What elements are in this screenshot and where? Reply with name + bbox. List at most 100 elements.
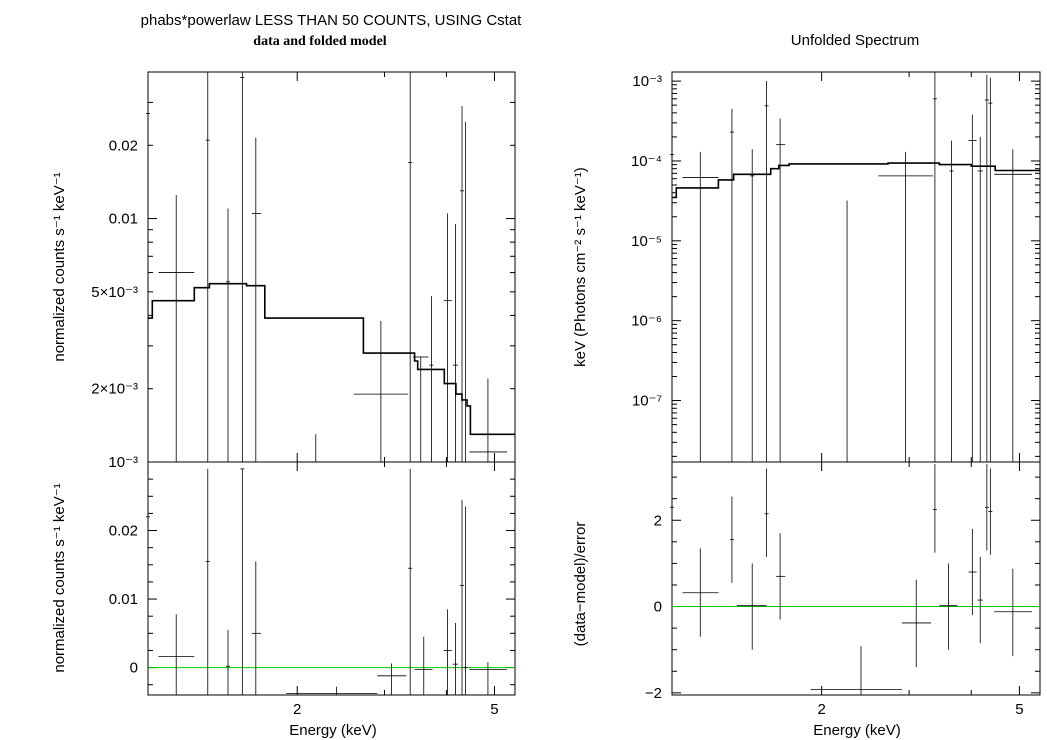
data-point (994, 568, 1033, 657)
y-tick-label: 10⁻⁴ (631, 153, 662, 170)
data-point (776, 533, 786, 620)
data-point (205, 72, 210, 462)
y-tick-label: 0.01 (109, 591, 138, 608)
data-point (463, 121, 468, 463)
data-point (729, 496, 734, 583)
data-point (984, 464, 989, 551)
data-point (408, 72, 413, 462)
y-tick-label: 10⁻³ (632, 73, 662, 90)
data-point (764, 81, 769, 462)
data-point (845, 200, 850, 463)
y-tick-label: 10⁻⁶ (631, 313, 662, 330)
y-tick-label: 0 (130, 660, 138, 677)
right-top-y-axis-label: keV (Photons cm⁻² s⁻¹ keV⁻¹) (572, 167, 589, 367)
data-point (225, 208, 230, 462)
data-point (932, 464, 937, 553)
data-point (225, 629, 230, 695)
data-point (414, 636, 433, 695)
left-chart-subtitle: data and folded model (253, 34, 387, 49)
data-point (443, 609, 452, 695)
data-point (988, 77, 993, 462)
x-tick-label: 2 (817, 701, 825, 718)
data-point (146, 468, 150, 668)
y-tick-label: 10⁻⁷ (632, 393, 662, 410)
data-point (968, 528, 977, 616)
data-point (443, 213, 452, 462)
data-point (377, 663, 407, 695)
data-point (353, 320, 409, 462)
right-chart-title: Unfolded Spectrum (791, 32, 919, 49)
left-top-y-axis-label: normalized counts s⁻¹ keV⁻¹ (51, 172, 68, 361)
data-point (729, 108, 734, 462)
right-top-frame (671, 71, 1041, 463)
data-point (469, 378, 508, 462)
data-point (988, 468, 993, 555)
left-top-frame (147, 71, 516, 463)
data-point (460, 105, 465, 462)
y-tick-label: 0.01 (109, 211, 138, 228)
data-point (205, 468, 210, 695)
right-bottom-y-axis-label: (data−model)/error (572, 522, 589, 647)
right-bottom-frame (671, 461, 1041, 696)
data-point (682, 548, 719, 637)
data-point (810, 646, 902, 695)
data-point (776, 118, 786, 462)
y-tick-label: 10⁻³ (108, 454, 138, 471)
data-point (452, 623, 458, 695)
y-tick-label: 5×10⁻³ (91, 284, 138, 301)
data-point (764, 468, 769, 557)
data-point (251, 137, 261, 462)
data-point (968, 114, 977, 462)
data-point (429, 296, 434, 462)
y-tick-label: 0.02 (109, 523, 138, 540)
data-point (939, 563, 958, 650)
data-point (901, 579, 932, 667)
y-tick-label: 2×10⁻³ (91, 381, 138, 398)
data-point (932, 72, 937, 462)
data-point (412, 356, 429, 462)
data-point (878, 151, 933, 462)
data-point (670, 98, 674, 462)
y-tick-label: 10⁻⁵ (631, 233, 662, 250)
left-top-panel: 10⁻³ 2×10⁻³ 5×10⁻³ 0.01 0.02 normalized count… (51, 71, 516, 471)
data-point (469, 662, 508, 695)
model-step-line (672, 162, 1040, 199)
data-point (750, 149, 755, 462)
data-point (240, 468, 245, 695)
data-point (460, 499, 465, 695)
left-chart-title: phabs*powerlaw LESS THAN 50 COUNTS, USIN… (141, 12, 523, 29)
data-point (158, 194, 195, 462)
data-point (408, 468, 413, 695)
data-point (949, 140, 954, 462)
left-x-axis-label: Energy (keV) (289, 722, 377, 739)
left-bottom-panel: 2 5 0 0.01 0.02 normalized counts s⁻¹ keV⁻¹ (51, 461, 516, 718)
data-point (158, 614, 195, 695)
model-step-line (148, 282, 515, 436)
data-point (977, 136, 983, 462)
data-point (994, 149, 1033, 462)
data-point (682, 151, 719, 462)
data-point (240, 72, 245, 462)
data-point (984, 74, 989, 462)
right-bottom-panel: 2 5 −2 0 2 (data−model)/error (572, 461, 1041, 718)
left-bottom-frame (147, 461, 516, 696)
data-point (463, 506, 468, 695)
data-point (286, 686, 378, 695)
y-tick-label: 0 (654, 599, 662, 616)
left-bottom-y-axis-label: normalized counts s⁻¹ keV⁻¹ (51, 483, 68, 672)
y-tick-label: 0.02 (109, 137, 138, 154)
data-point (670, 464, 674, 551)
data-point (977, 556, 983, 644)
right-x-axis-label: Energy (keV) (813, 722, 901, 739)
data-point (736, 563, 767, 650)
right-top-panel: 10⁻⁷ 10⁻⁶ 10⁻⁵ 10⁻⁴ 10⁻³ keV (Photons cm⁻² s⁻… (572, 71, 1041, 463)
x-tick-label: 5 (1015, 701, 1023, 718)
y-tick-label: −2 (645, 685, 662, 702)
y-tick-label: 2 (654, 512, 662, 529)
data-point (146, 72, 150, 462)
x-tick-label: 5 (490, 701, 498, 718)
data-point (251, 561, 261, 695)
data-point (313, 434, 318, 463)
data-point (452, 223, 458, 462)
x-tick-label: 2 (293, 701, 301, 718)
